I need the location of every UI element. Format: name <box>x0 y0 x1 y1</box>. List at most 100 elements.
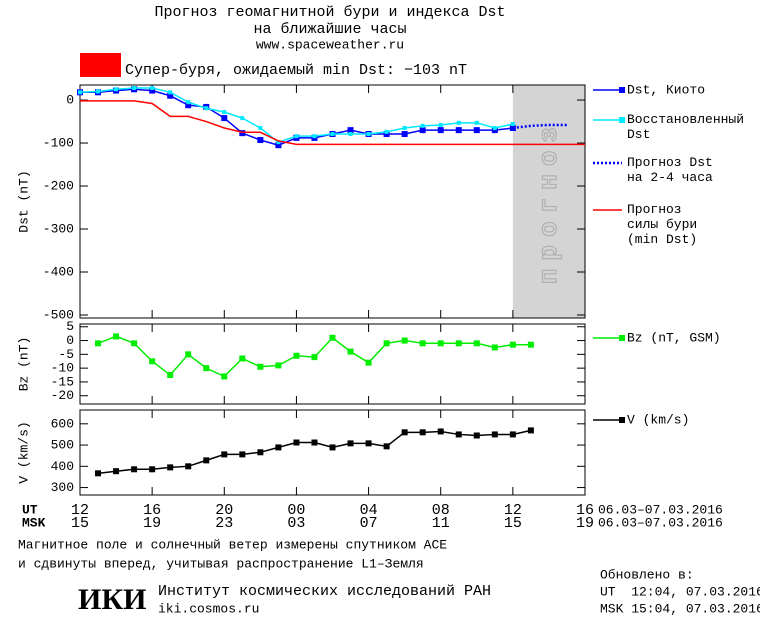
legend-marker <box>619 87 625 93</box>
data-point <box>239 130 246 137</box>
data-point <box>203 457 210 464</box>
y-tick-label: 0 <box>66 333 74 348</box>
data-point <box>113 468 120 475</box>
x-tick-label: 16 <box>576 502 594 519</box>
data-point <box>311 439 318 446</box>
series-line <box>79 87 514 144</box>
y-tick-label: -500 <box>43 307 74 322</box>
data-point <box>491 431 498 438</box>
logo: ИКИ <box>78 583 146 616</box>
data-point <box>455 340 462 347</box>
data-point <box>347 348 354 355</box>
data-point <box>114 87 119 92</box>
data-point <box>258 125 263 130</box>
y-axis-label: V (km/s) <box>16 421 31 483</box>
data-point <box>276 140 281 145</box>
data-point <box>509 431 516 438</box>
x-tick-label: 08 <box>432 502 450 519</box>
data-point <box>221 373 228 380</box>
y-tick-label: 300 <box>51 480 74 495</box>
series-line <box>80 100 585 146</box>
data-point <box>473 340 480 347</box>
data-point <box>366 132 371 137</box>
ut-label: UT <box>22 502 38 517</box>
site: iki.cosmos.ru <box>158 601 259 616</box>
data-point <box>149 358 156 365</box>
data-point <box>167 464 174 471</box>
legend-marker <box>619 117 625 123</box>
data-point <box>456 120 461 125</box>
data-point <box>510 122 515 127</box>
data-point <box>221 451 228 458</box>
data-point <box>330 132 335 137</box>
y-tick-label: -300 <box>43 221 74 236</box>
data-point <box>348 132 353 137</box>
data-point <box>383 443 390 450</box>
data-point <box>384 129 389 134</box>
data-point <box>239 355 246 362</box>
y-tick-label: 500 <box>51 438 74 453</box>
legend-label: Прогноз силы бури (min Dst) <box>627 202 697 247</box>
legend-label: Bz (nT, GSM) <box>627 330 721 345</box>
x-tick-label-msk: 03 <box>287 515 305 532</box>
forecast-label: прогноз <box>534 119 564 284</box>
data-point <box>95 470 102 477</box>
data-point <box>257 449 264 456</box>
x-tick-label: 04 <box>360 502 378 519</box>
x-tick-label: 12 <box>71 502 89 519</box>
data-point <box>455 431 462 438</box>
data-point <box>455 127 462 134</box>
data-point <box>185 102 192 109</box>
y-tick-label: -200 <box>43 178 74 193</box>
data-point <box>239 451 246 458</box>
x-tick-label-msk: 19 <box>143 515 161 532</box>
x-tick-label: 16 <box>143 502 161 519</box>
data-point <box>78 90 82 95</box>
data-point <box>347 440 354 447</box>
data-point <box>491 344 498 351</box>
data-point <box>186 100 191 105</box>
data-point <box>275 444 282 451</box>
url: www.spaceweather.ru <box>256 37 404 52</box>
x-tick-label-msk: 07 <box>360 515 378 532</box>
title: Прогноз геомагнитной бури и индекса Dst <box>154 4 505 21</box>
plot-frame <box>79 84 586 319</box>
y-tick-label: -400 <box>43 264 74 279</box>
y-tick-label: -100 <box>43 135 74 150</box>
legend-label: Прогноз Dst на 2-4 часа <box>627 155 713 185</box>
data-point <box>419 127 426 134</box>
data-point <box>257 363 264 370</box>
legend-marker <box>619 335 625 341</box>
data-point <box>329 444 336 451</box>
y-tick-label: 5 <box>66 319 74 334</box>
y-tick-label: 0 <box>66 92 74 107</box>
data-point <box>312 134 317 139</box>
data-point <box>401 337 408 344</box>
y-tick-label: -5 <box>58 347 74 362</box>
x-tick-label: 00 <box>287 502 305 519</box>
data-point <box>132 86 137 91</box>
data-point <box>420 123 425 128</box>
data-point <box>95 340 102 347</box>
data-point <box>437 127 444 134</box>
data-point <box>185 463 192 470</box>
data-point <box>275 142 282 149</box>
data-point <box>257 137 264 144</box>
data-point <box>347 127 354 134</box>
data-point <box>437 340 444 347</box>
data-point <box>383 131 390 138</box>
data-point <box>438 122 443 127</box>
data-point <box>419 429 426 436</box>
x-tick-label: 20 <box>215 502 233 519</box>
data-point <box>473 432 480 439</box>
data-point <box>167 92 174 99</box>
y-tick-label: -15 <box>51 374 74 389</box>
data-point <box>275 362 282 369</box>
legend-label: V (km/s) <box>627 412 689 427</box>
msk-label: MSK <box>22 515 46 530</box>
data-point <box>509 341 516 348</box>
data-point <box>149 466 156 473</box>
y-tick-label: -20 <box>51 388 74 403</box>
x-tick-label-msk: 15 <box>504 515 522 532</box>
